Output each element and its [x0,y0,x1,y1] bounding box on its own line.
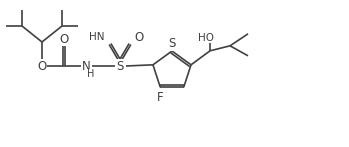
Text: H: H [87,69,94,79]
Text: O: O [134,30,143,44]
Text: S: S [168,37,176,50]
Text: F: F [157,91,164,104]
Text: S: S [116,60,124,72]
Text: HO: HO [198,33,214,43]
Text: O: O [59,32,69,46]
Text: N: N [82,60,90,72]
Text: HN: HN [89,32,105,42]
Text: O: O [37,60,47,72]
